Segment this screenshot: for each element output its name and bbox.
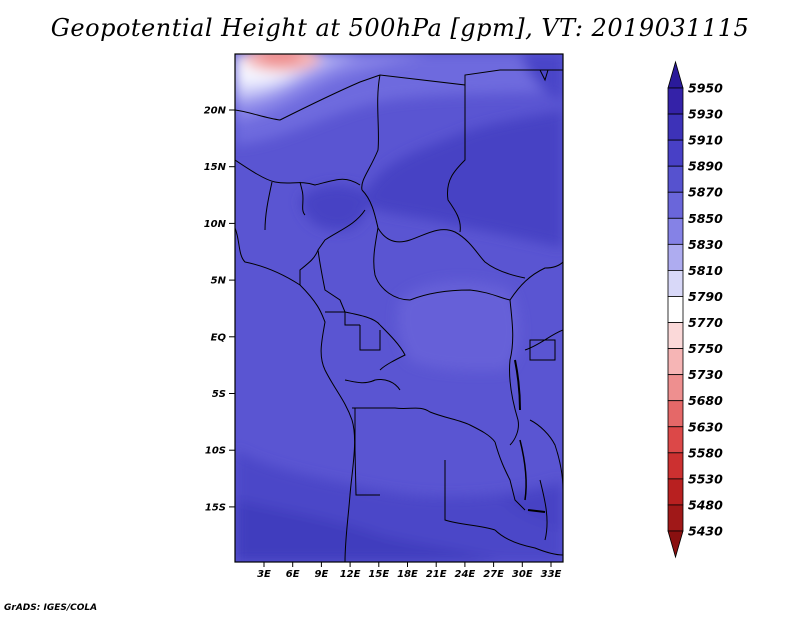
colorbar-swatch bbox=[667, 270, 684, 297]
grads-credit: GrADS: IGES/COLA bbox=[4, 603, 98, 613]
colorbar-swatch bbox=[667, 139, 684, 167]
colorbar-swatch bbox=[667, 322, 684, 349]
colorbar-swatch bbox=[667, 426, 684, 454]
colorbar-swatch bbox=[667, 165, 684, 193]
colorbar-swatch bbox=[667, 191, 684, 219]
colorbar-swatch bbox=[667, 348, 684, 376]
colorbar-label: 5790 bbox=[688, 289, 723, 304]
lon-tick-label: 27E bbox=[483, 569, 504, 580]
colorbar-label: 5480 bbox=[688, 497, 723, 512]
colorbar-swatch bbox=[667, 400, 684, 428]
colorbar-label: 5630 bbox=[688, 419, 723, 434]
lon-tick-label: 6E bbox=[286, 569, 300, 580]
colorbar-label: 5750 bbox=[688, 341, 723, 356]
lon-tick-label: 21E bbox=[426, 569, 447, 580]
colorbar-swatch bbox=[667, 113, 684, 141]
lon-tick-label: 18E bbox=[397, 569, 418, 580]
colorbar-label: 5680 bbox=[688, 393, 723, 408]
colorbar-label: 5810 bbox=[688, 263, 723, 278]
lon-tick-label: 33E bbox=[541, 569, 562, 580]
colorbar-swatch bbox=[667, 478, 684, 506]
lat-tick-label: 20N bbox=[204, 106, 227, 117]
colorbar-label: 5870 bbox=[688, 185, 723, 200]
lon-tick-label: 30E bbox=[512, 569, 533, 580]
lat-tick-label: 15S bbox=[205, 502, 226, 513]
colorbar-label: 5910 bbox=[688, 133, 723, 148]
latitude-axis: 20N 15N 10N 5N EQ 5S 10S 15S bbox=[204, 106, 235, 513]
colorbar-swatch bbox=[667, 87, 684, 115]
colorbar-label: 5430 bbox=[688, 524, 723, 539]
lat-tick-label: 15N bbox=[204, 162, 227, 173]
lat-tick-label: 10N bbox=[204, 219, 227, 230]
colorbar-swatch bbox=[667, 243, 684, 271]
lat-tick-label: 5N bbox=[211, 276, 227, 287]
colorbar-swatch bbox=[667, 374, 684, 402]
colorbar: 5950 5930 5910 5890 5870 5850 5830 5810 5790 5770… bbox=[667, 60, 723, 559]
lat-tick-label: 10S bbox=[205, 446, 226, 457]
colorbar-label: 5730 bbox=[688, 367, 723, 382]
lon-tick-label: 24E bbox=[455, 569, 476, 580]
colorbar-label: 5950 bbox=[688, 81, 723, 96]
country-borders bbox=[235, 69, 563, 562]
colorbar-label: 5850 bbox=[688, 211, 723, 226]
colorbar-swatch bbox=[667, 504, 684, 532]
colorbar-top-arrow bbox=[667, 60, 684, 89]
lon-tick-label: 12E bbox=[340, 569, 361, 580]
map-frame bbox=[234, 53, 564, 563]
lon-tick-label: 3E bbox=[257, 569, 271, 580]
colorbar-swatch bbox=[667, 217, 684, 245]
lat-tick-label: 5S bbox=[212, 389, 226, 400]
longitude-axis: 3E 6E 9E 12E 15E 18E 21E 24E 27E 30E 33E bbox=[257, 562, 562, 580]
colorbar-label: 5580 bbox=[688, 445, 723, 460]
colorbar-label: 5830 bbox=[688, 237, 723, 252]
height-field bbox=[235, 54, 563, 562]
colorbar-label: 5530 bbox=[688, 471, 723, 486]
colorbar-label: 5930 bbox=[688, 107, 723, 122]
lon-tick-label: 15E bbox=[368, 569, 389, 580]
colorbar-bottom-arrow bbox=[667, 530, 684, 559]
lon-tick-label: 9E bbox=[315, 569, 329, 580]
colorbar-swatch bbox=[667, 452, 684, 480]
colorbar-swatch bbox=[667, 296, 684, 323]
colorbar-label: 5770 bbox=[688, 315, 723, 330]
lat-tick-label: EQ bbox=[211, 332, 227, 343]
map-title: Geopotential Height at 500hPa [gpm], VT:… bbox=[50, 14, 750, 42]
colorbar-label: 5890 bbox=[688, 159, 723, 174]
